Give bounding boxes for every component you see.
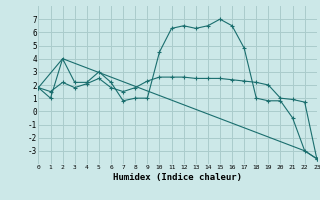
X-axis label: Humidex (Indice chaleur): Humidex (Indice chaleur) <box>113 173 242 182</box>
